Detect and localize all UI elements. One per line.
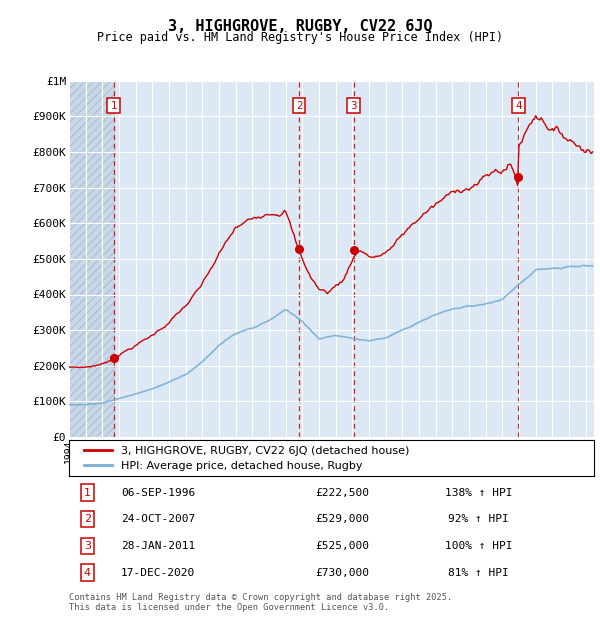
Text: 28-JAN-2011: 28-JAN-2011: [121, 541, 196, 551]
Text: 138% ↑ HPI: 138% ↑ HPI: [445, 487, 512, 498]
Text: £529,000: £529,000: [315, 514, 369, 525]
Text: 81% ↑ HPI: 81% ↑ HPI: [448, 567, 509, 578]
Text: Contains HM Land Registry data © Crown copyright and database right 2025.
This d: Contains HM Land Registry data © Crown c…: [69, 593, 452, 613]
Text: 1: 1: [84, 487, 91, 498]
Bar: [69, 81, 113, 437]
Text: £730,000: £730,000: [315, 567, 369, 578]
Text: 4: 4: [515, 100, 521, 110]
Text: 06-SEP-1996: 06-SEP-1996: [121, 487, 196, 498]
Text: Price paid vs. HM Land Registry's House Price Index (HPI): Price paid vs. HM Land Registry's House …: [97, 31, 503, 43]
Text: 1: 1: [110, 100, 117, 110]
Text: 2: 2: [296, 100, 302, 110]
Legend: 3, HIGHGROVE, RUGBY, CV22 6JQ (detached house), HPI: Average price, detached hou: 3, HIGHGROVE, RUGBY, CV22 6JQ (detached …: [80, 441, 414, 475]
Text: £222,500: £222,500: [315, 487, 369, 498]
Text: 4: 4: [84, 567, 91, 578]
Text: 3: 3: [350, 100, 357, 110]
Text: 3: 3: [84, 541, 91, 551]
Text: £525,000: £525,000: [315, 541, 369, 551]
Text: 3, HIGHGROVE, RUGBY, CV22 6JQ: 3, HIGHGROVE, RUGBY, CV22 6JQ: [167, 19, 433, 33]
Text: 24-OCT-2007: 24-OCT-2007: [121, 514, 196, 525]
Text: 92% ↑ HPI: 92% ↑ HPI: [448, 514, 509, 525]
Text: 100% ↑ HPI: 100% ↑ HPI: [445, 541, 512, 551]
Text: 17-DEC-2020: 17-DEC-2020: [121, 567, 196, 578]
Text: 2: 2: [84, 514, 91, 525]
